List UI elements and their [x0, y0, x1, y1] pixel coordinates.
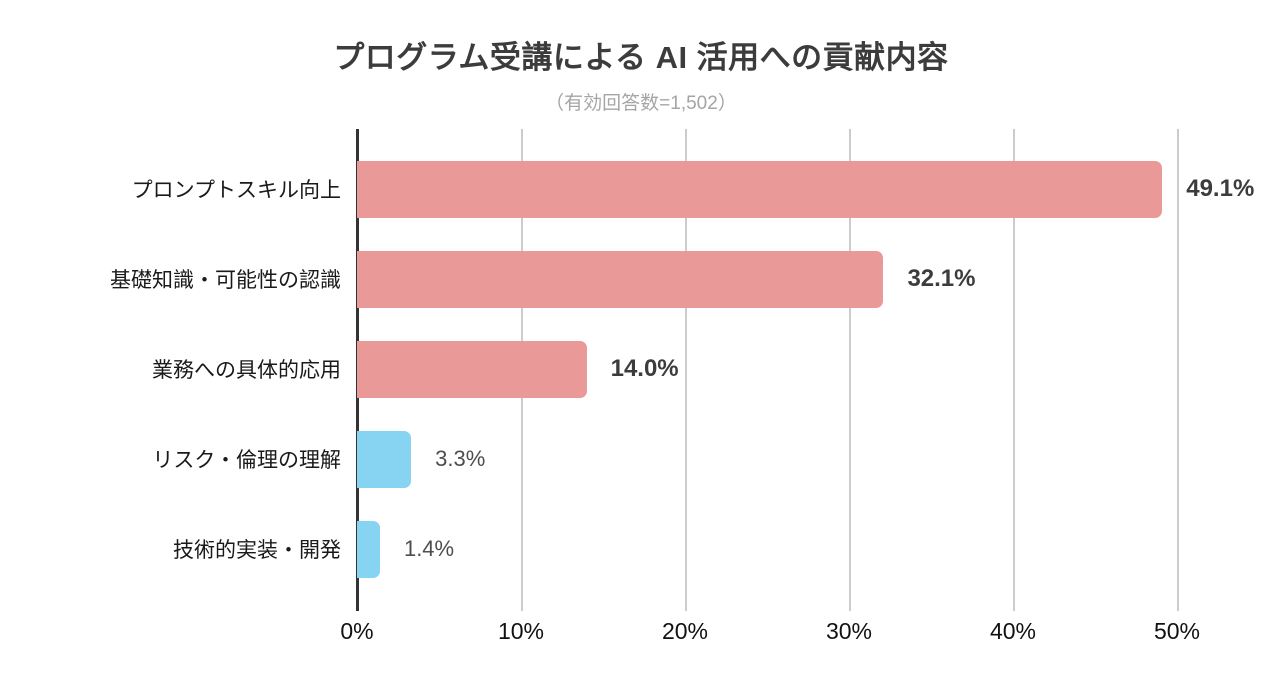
category-label: 基礎知識・可能性の認識: [110, 269, 341, 292]
bar-row: 基礎知識・可能性の認識 32.1%: [0, 234, 1282, 324]
category-label: リスク・倫理の理解: [152, 449, 341, 472]
x-tick-label: 0%: [340, 618, 374, 644]
value-label: 1.4%: [403, 536, 455, 561]
gridline-30%: [849, 129, 851, 611]
bar-row: 業務への具体的応用 14.0%: [0, 324, 1282, 414]
bar: [357, 430, 412, 488]
value-label: 14.0%: [610, 355, 679, 382]
bar-rows: プロンプトスキル向上 49.1% 基礎知識・可能性の認識 32.1% 業務への具体的応用…: [0, 129, 1282, 611]
bar: [357, 160, 1163, 218]
x-axis: 0% 10% 20% 30% 40% 50%: [340, 618, 1200, 650]
value-label: 32.1%: [907, 265, 976, 292]
category-label: 技術的実装・開発: [173, 539, 341, 562]
x-tick-label: 20%: [661, 618, 709, 644]
gridline-50%: [1177, 129, 1179, 611]
chart-title: プログラム受講による AI 活用への貢献内容: [333, 40, 949, 75]
bar: [357, 250, 884, 308]
value-label: 3.3%: [435, 446, 486, 471]
x-tick-label: 40%: [989, 618, 1037, 644]
gridline-40%: [1013, 129, 1015, 611]
category-label: プロンプトスキル向上: [131, 179, 341, 202]
x-tick-label: 50%: [1153, 618, 1201, 644]
bar: [357, 520, 380, 578]
chart-subtitle: （有効回答数=1,502）: [545, 93, 737, 114]
category-label: 業務への具体的応用: [152, 359, 341, 382]
bar-row: リスク・倫理の理解 3.3%: [0, 414, 1282, 504]
x-tick-label: 10%: [497, 618, 545, 644]
value-label: 49.1%: [1186, 175, 1255, 202]
bar-row: プロンプトスキル向上 49.1%: [0, 144, 1282, 234]
x-tick-label: 30%: [825, 618, 873, 644]
bar: [357, 340, 587, 398]
bar-row: 技術的実装・開発 1.4%: [0, 504, 1282, 594]
gridline-20%: [685, 129, 687, 611]
